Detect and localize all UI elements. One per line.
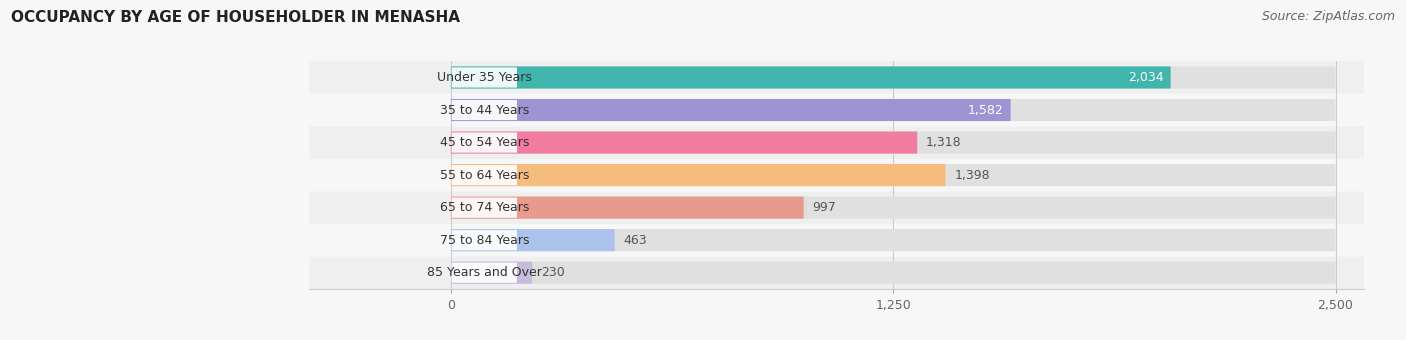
FancyBboxPatch shape [451, 197, 804, 219]
Text: 463: 463 [623, 234, 647, 247]
FancyBboxPatch shape [451, 262, 1336, 284]
Text: 35 to 44 Years: 35 to 44 Years [440, 103, 529, 117]
Text: 1,398: 1,398 [955, 169, 990, 182]
FancyBboxPatch shape [309, 61, 1364, 94]
FancyBboxPatch shape [309, 256, 1364, 289]
FancyBboxPatch shape [309, 224, 1364, 256]
FancyBboxPatch shape [451, 198, 517, 218]
FancyBboxPatch shape [451, 100, 517, 120]
FancyBboxPatch shape [451, 197, 1336, 219]
Text: 230: 230 [541, 266, 565, 279]
Text: 1,582: 1,582 [967, 103, 1004, 117]
Text: Source: ZipAtlas.com: Source: ZipAtlas.com [1261, 10, 1395, 23]
FancyBboxPatch shape [451, 133, 517, 153]
FancyBboxPatch shape [451, 229, 614, 251]
Text: 997: 997 [813, 201, 837, 214]
Text: OCCUPANCY BY AGE OF HOUSEHOLDER IN MENASHA: OCCUPANCY BY AGE OF HOUSEHOLDER IN MENAS… [11, 10, 460, 25]
FancyBboxPatch shape [451, 132, 1336, 154]
FancyBboxPatch shape [309, 126, 1364, 159]
FancyBboxPatch shape [451, 230, 517, 250]
Text: 65 to 74 Years: 65 to 74 Years [440, 201, 529, 214]
FancyBboxPatch shape [451, 132, 917, 154]
Text: 75 to 84 Years: 75 to 84 Years [440, 234, 529, 247]
FancyBboxPatch shape [451, 262, 533, 284]
FancyBboxPatch shape [451, 66, 1171, 88]
FancyBboxPatch shape [309, 159, 1364, 191]
Text: 45 to 54 Years: 45 to 54 Years [440, 136, 529, 149]
FancyBboxPatch shape [451, 229, 1336, 251]
Text: Under 35 Years: Under 35 Years [437, 71, 531, 84]
FancyBboxPatch shape [451, 67, 517, 88]
FancyBboxPatch shape [451, 262, 517, 283]
FancyBboxPatch shape [451, 99, 1336, 121]
Text: 85 Years and Over: 85 Years and Over [427, 266, 541, 279]
FancyBboxPatch shape [309, 94, 1364, 126]
Text: 55 to 64 Years: 55 to 64 Years [440, 169, 529, 182]
FancyBboxPatch shape [451, 66, 1336, 88]
FancyBboxPatch shape [451, 165, 517, 185]
Text: 2,034: 2,034 [1128, 71, 1164, 84]
FancyBboxPatch shape [451, 164, 946, 186]
FancyBboxPatch shape [451, 164, 1336, 186]
FancyBboxPatch shape [451, 99, 1011, 121]
Text: 1,318: 1,318 [927, 136, 962, 149]
FancyBboxPatch shape [309, 191, 1364, 224]
